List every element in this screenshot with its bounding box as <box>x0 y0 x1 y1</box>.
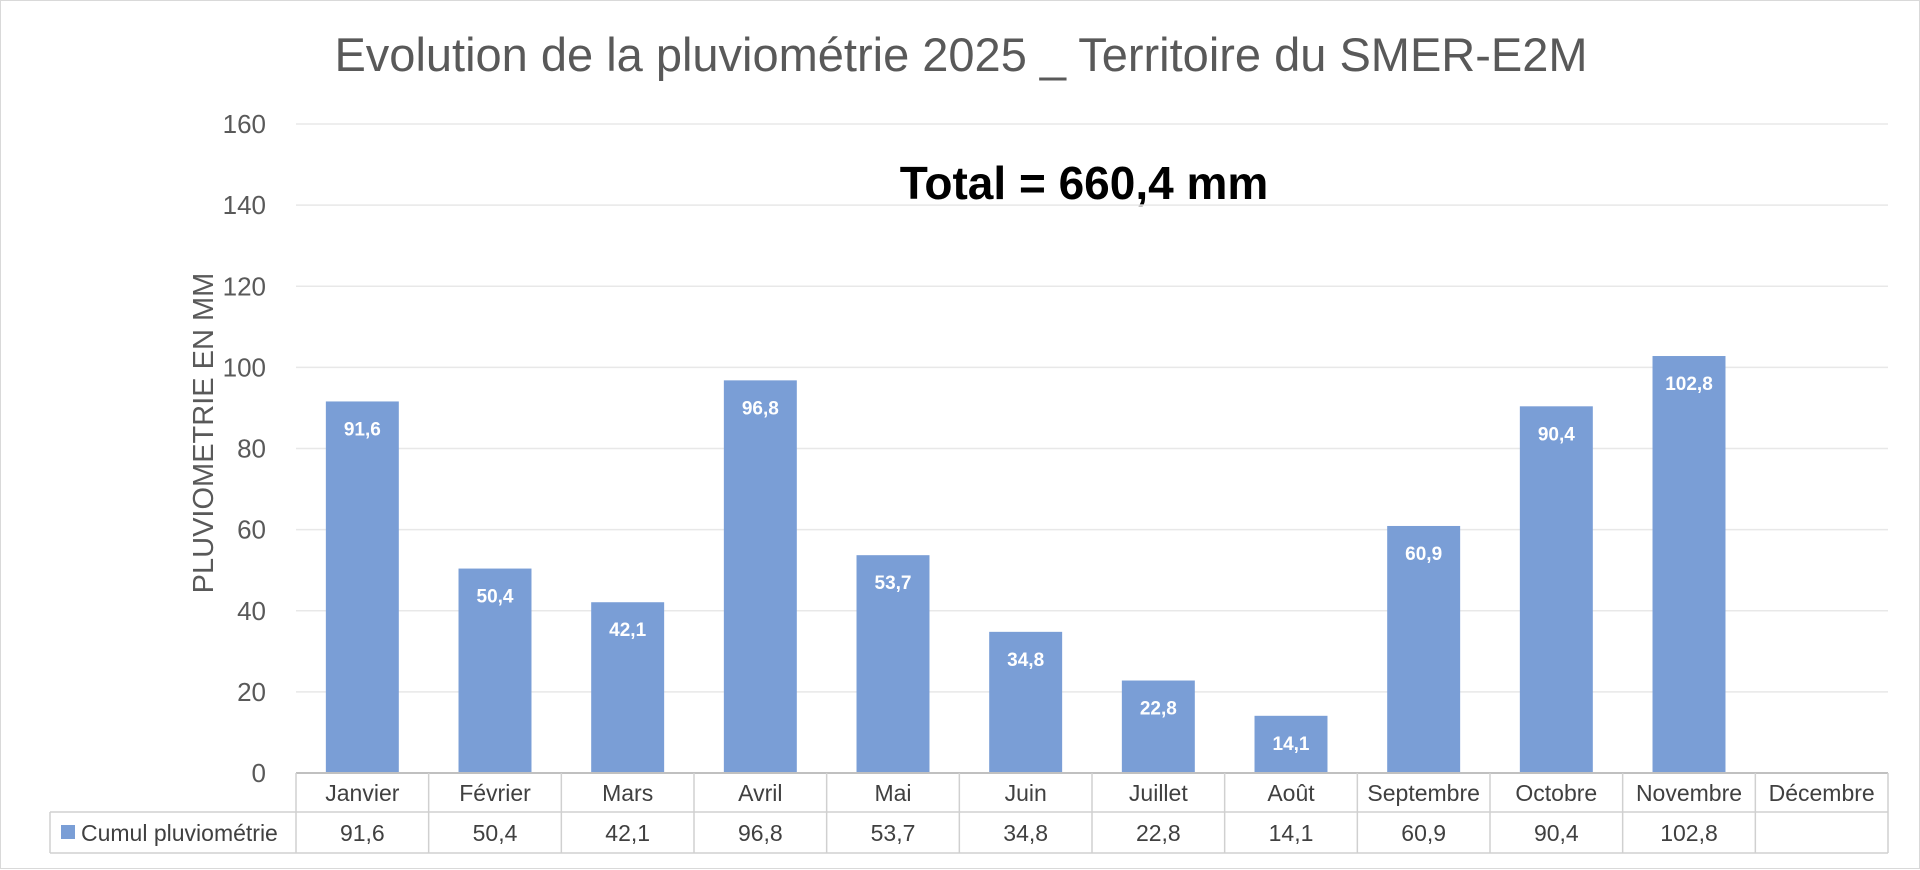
table-cell-value: 90,4 <box>1534 820 1579 846</box>
y-tick-label: 80 <box>237 434 266 464</box>
table-cell-value: 53,7 <box>871 820 916 846</box>
x-category-label: Août <box>1267 780 1315 806</box>
bar-data-label: 50,4 <box>477 587 514 608</box>
table-cell-value: 22,8 <box>1136 820 1181 846</box>
bar <box>1254 715 1328 773</box>
x-category-label: Novembre <box>1636 780 1742 806</box>
x-category-label: Mai <box>874 780 911 806</box>
x-category-label: Octobre <box>1515 780 1597 806</box>
x-category-label: Janvier <box>325 780 399 806</box>
bar <box>1121 680 1195 773</box>
bar-data-label: 96,8 <box>742 398 779 419</box>
table-cell-value: 91,6 <box>340 820 385 846</box>
x-category-label: Juin <box>1005 780 1047 806</box>
y-tick-label: 0 <box>252 758 266 788</box>
bar <box>856 555 930 773</box>
total-annotation: Total = 660,4 mm <box>900 157 1269 209</box>
y-tick-label: 140 <box>223 190 266 220</box>
x-category-label: Mars <box>602 780 653 806</box>
y-axis-label: PLUVIOMETRIE EN MM <box>188 273 220 594</box>
y-tick-label: 160 <box>223 109 266 139</box>
table-cell-value: 50,4 <box>473 820 518 846</box>
bar-data-label: 34,8 <box>1007 650 1044 671</box>
bar-data-label: 22,8 <box>1140 699 1177 720</box>
y-tick-label: 120 <box>223 271 266 301</box>
x-category-label: Juillet <box>1129 780 1188 806</box>
legend-key-icon <box>61 825 75 839</box>
bar-labels: 91,6 50,4 42,1 96,8 53,7 34,8 22,8 14,1 60,9 90,4… <box>344 374 1713 755</box>
bar <box>1387 525 1461 773</box>
table-cell-value: 96,8 <box>738 820 783 846</box>
bar <box>989 631 1063 773</box>
table-cell-value: 34,8 <box>1003 820 1048 846</box>
table-cell-value: 14,1 <box>1269 820 1314 846</box>
x-category-label: Avril <box>738 780 782 806</box>
table-cell-value: 60,9 <box>1401 820 1446 846</box>
y-tick-label: 20 <box>237 677 266 707</box>
data-table: Janvier 91,6 Février 50,4 Mars 42,1 Avril 96,8 M… <box>49 772 1889 854</box>
x-category-label: Septembre <box>1367 780 1480 806</box>
bar-data-label: 42,1 <box>609 620 646 641</box>
chart-title: Evolution de la pluviométrie 2025 _ Terr… <box>334 28 1587 81</box>
bars <box>325 356 1726 773</box>
bar-data-label: 90,4 <box>1538 424 1575 445</box>
x-category-label: Décembre <box>1769 780 1875 806</box>
y-tick-label: 40 <box>237 596 266 626</box>
bar <box>325 401 399 773</box>
y-axis-ticks: 0 20 40 60 80 100 120 140 160 <box>223 109 266 788</box>
gridlines <box>296 123 1888 693</box>
table-cell-value: 102,8 <box>1660 820 1718 846</box>
bar-data-label: 14,1 <box>1273 734 1310 755</box>
bar-data-label: 102,8 <box>1665 374 1713 395</box>
y-tick-label: 60 <box>237 515 266 545</box>
y-tick-label: 100 <box>223 352 266 382</box>
bar-data-label: 91,6 <box>344 419 381 440</box>
legend-series-name: Cumul pluviométrie <box>81 820 278 846</box>
bar <box>723 380 797 773</box>
bar <box>1519 406 1593 773</box>
bar <box>458 568 532 773</box>
table-cell-value: 42,1 <box>605 820 650 846</box>
bar-data-label: 60,9 <box>1405 544 1442 565</box>
x-category-label: Février <box>459 780 531 806</box>
bar-data-label: 53,7 <box>875 573 912 594</box>
bar <box>591 602 665 773</box>
bar <box>1652 356 1726 773</box>
